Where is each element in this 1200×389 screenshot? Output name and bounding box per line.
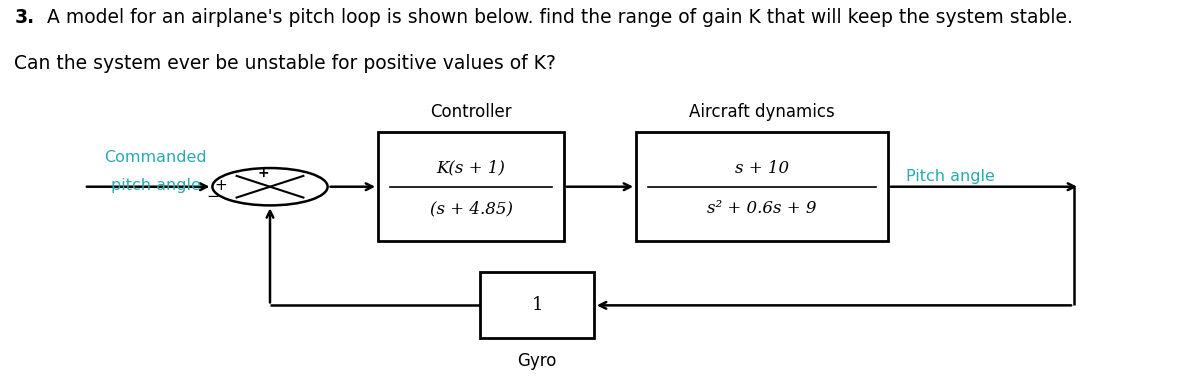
Text: −: −	[206, 189, 218, 205]
Text: Commanded: Commanded	[103, 150, 206, 165]
Text: +: +	[215, 178, 228, 193]
Text: Gyro: Gyro	[517, 352, 557, 370]
Text: s² + 0.6s + 9: s² + 0.6s + 9	[707, 200, 817, 217]
Bar	[378, 132, 564, 241]
Bar	[636, 132, 888, 241]
Bar	[480, 272, 594, 338]
Text: K(s + 1): K(s + 1)	[437, 160, 505, 177]
Text: Can the system ever be unstable for positive values of K?: Can the system ever be unstable for posi…	[14, 54, 557, 74]
Text: Pitch angle: Pitch angle	[906, 170, 995, 184]
Text: s + 10: s + 10	[734, 160, 790, 177]
Text: (s + 4.85): (s + 4.85)	[430, 200, 512, 217]
Text: pitch angle: pitch angle	[112, 178, 206, 193]
Text: +: +	[257, 166, 269, 180]
Text: 1: 1	[532, 296, 542, 314]
Text: 3.: 3.	[14, 8, 35, 27]
Text: Controller: Controller	[430, 103, 512, 121]
Text: Aircraft dynamics: Aircraft dynamics	[689, 103, 835, 121]
Text: A model for an airplane's pitch loop is shown below. find the range of gain K th: A model for an airplane's pitch loop is …	[41, 8, 1073, 27]
